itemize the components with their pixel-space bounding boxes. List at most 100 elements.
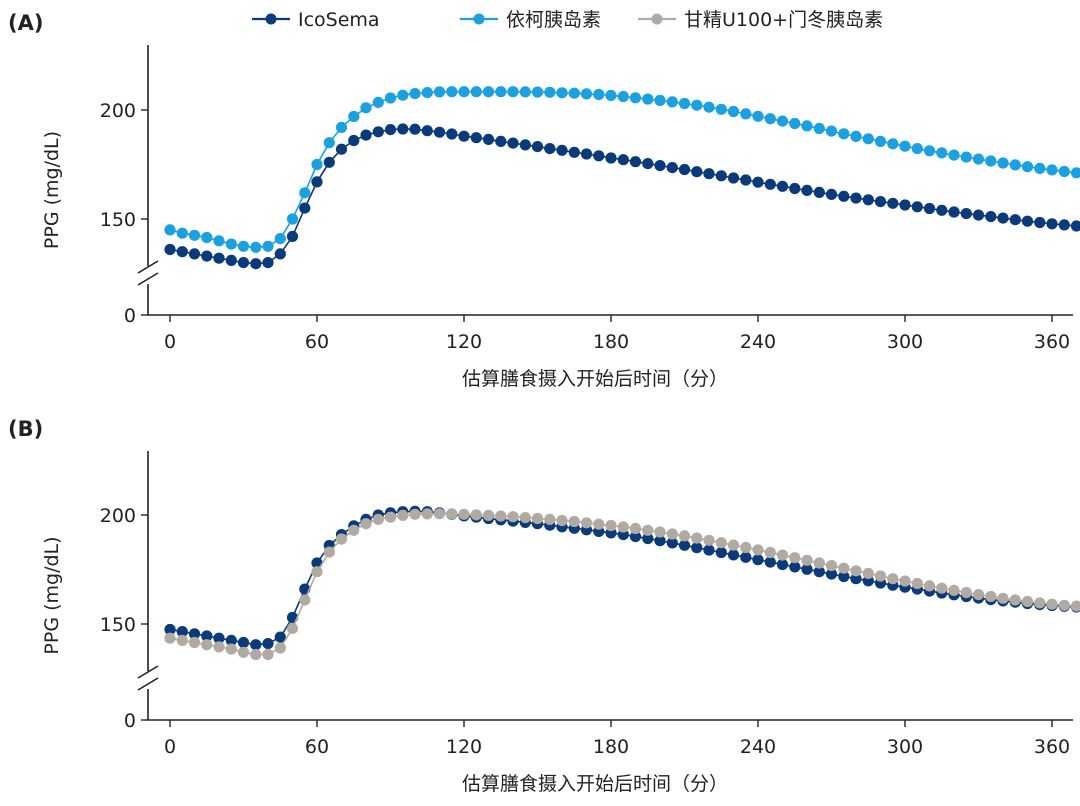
data-point: [899, 575, 911, 587]
data-point: [923, 145, 936, 157]
data-point: [801, 563, 813, 575]
data-point: [1021, 595, 1034, 608]
data-point: [519, 86, 531, 98]
x-tick-label: 0: [164, 331, 176, 353]
data-point: [446, 86, 458, 98]
data-point: [825, 125, 838, 137]
axis-break-mark: [137, 665, 159, 679]
data-point: [274, 642, 286, 654]
data-point: [691, 166, 703, 178]
data-point: [286, 622, 299, 635]
data-point: [311, 566, 323, 578]
data-point: [764, 546, 776, 559]
data-point: [164, 243, 176, 256]
data-point: [519, 139, 531, 151]
data-point: [678, 97, 691, 110]
data-point: [678, 163, 691, 176]
data-point: [752, 176, 764, 188]
data-point: [813, 557, 825, 569]
data-point: [397, 123, 409, 135]
data-point: [948, 584, 960, 597]
data-point: [923, 202, 936, 215]
data-point: [446, 508, 458, 520]
data-point: [556, 514, 568, 527]
data-point: [678, 539, 691, 551]
data-point: [470, 509, 482, 521]
data-point: [580, 88, 593, 100]
x-tick-label: 0: [164, 736, 176, 758]
data-point: [629, 92, 642, 104]
data-point: [225, 238, 237, 250]
data-point: [433, 508, 446, 520]
x-tick-label: 240: [740, 736, 776, 758]
data-point: [213, 235, 225, 247]
data-point: [1070, 600, 1080, 612]
data-point: [642, 158, 654, 170]
data-point: [740, 541, 752, 554]
data-point: [838, 128, 850, 140]
data-point: [899, 199, 911, 211]
data-point: [360, 518, 372, 530]
data-point: [225, 643, 237, 655]
data-point: [666, 528, 678, 540]
legend-marker: [265, 13, 277, 25]
data-point: [776, 549, 789, 561]
data-point: [752, 110, 764, 122]
data-point: [825, 568, 838, 580]
y-tick-label: 0: [124, 710, 136, 732]
data-point: [862, 194, 874, 206]
series-1: [164, 123, 1080, 270]
legend-item: 甘精U100+门冬胰岛素: [638, 9, 883, 31]
x-tick-label: 60: [305, 331, 329, 353]
data-point: [384, 124, 397, 136]
data-point: [629, 522, 642, 535]
data-point: [874, 196, 887, 208]
data-point: [899, 140, 911, 152]
data-point: [691, 532, 703, 544]
data-point: [237, 240, 250, 252]
data-point: [250, 648, 262, 661]
data-point: [715, 537, 727, 549]
data-point: [838, 190, 850, 202]
data-point: [213, 641, 225, 653]
data-point: [201, 250, 213, 262]
x-axis-title: 估算膳食摄入开始后时间（分）: [462, 773, 728, 795]
data-point: [237, 646, 250, 658]
data-point: [323, 156, 335, 168]
data-point: [176, 626, 188, 638]
legend-label: 依柯胰岛素: [506, 9, 601, 31]
data-point: [850, 130, 862, 142]
data-point: [642, 93, 654, 105]
data-point: [850, 573, 862, 585]
data-point: [262, 240, 274, 252]
data-point: [286, 230, 299, 242]
data-point: [201, 231, 213, 244]
y-tick-label: 150: [100, 614, 136, 636]
data-point: [764, 178, 776, 190]
data-point: [776, 558, 789, 571]
data-point: [372, 126, 384, 138]
data-point: [703, 534, 715, 546]
data-point: [985, 211, 997, 223]
data-point: [617, 521, 629, 533]
data-point: [874, 135, 887, 147]
data-point: [299, 187, 311, 199]
data-point: [225, 634, 237, 647]
x-tick-label: 120: [446, 331, 482, 353]
data-point: [458, 508, 470, 520]
data-point: [813, 566, 825, 578]
data-point: [850, 565, 862, 577]
data-point: [911, 143, 923, 155]
data-point: [421, 87, 433, 99]
data-point: [176, 227, 188, 239]
data-point: [495, 135, 507, 147]
data-point: [605, 89, 617, 101]
data-point: [972, 209, 985, 221]
data-point: [740, 108, 752, 120]
data-point: [421, 125, 433, 137]
data-point: [1046, 218, 1058, 230]
data-point: [299, 202, 311, 214]
axis-break-mark: [137, 272, 159, 286]
data-point: [1009, 594, 1021, 606]
